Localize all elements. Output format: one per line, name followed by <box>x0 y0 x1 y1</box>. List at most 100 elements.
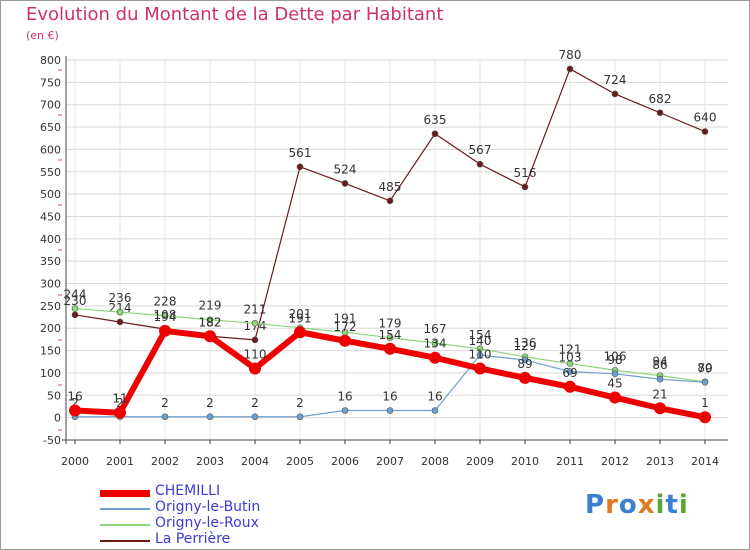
data-point-origny-le-roux <box>206 316 214 324</box>
data-point-origny-le-butin <box>386 407 394 414</box>
data-point-origny-le-butin <box>296 413 304 421</box>
data-label-chemilli: 110 <box>244 347 267 361</box>
data-label-chemilli: 154 <box>379 328 402 342</box>
data-label-origny-le-butin: 2 <box>251 396 259 410</box>
data-point-origny-le-butin <box>161 413 169 421</box>
logo-letter: o <box>618 490 638 520</box>
data-label-origny-le-butin: 103 <box>559 351 582 365</box>
y-tick-label: 250 <box>40 300 61 313</box>
data-label-origny-le-butin: 140 <box>469 334 492 348</box>
data-point-origny-le-roux <box>431 339 439 347</box>
data-point-origny-le-roux <box>161 312 169 320</box>
data-point-origny-le-butin <box>611 370 619 378</box>
x-tick-label: 2013 <box>646 455 674 468</box>
data-point-origny-le-butin <box>251 413 259 421</box>
data-point-chemilli <box>294 326 306 339</box>
data-label-la-perri-re: 230 <box>64 294 87 308</box>
x-tick-label: 2011 <box>556 455 584 468</box>
data-label-chemilli: 16 <box>67 389 82 403</box>
data-label-la-perri-re: 516 <box>514 166 537 180</box>
legend-label-la-perriere: La Perrière <box>155 531 231 547</box>
x-tick-label: 2001 <box>106 455 134 468</box>
x-tick-label: 2004 <box>241 455 269 468</box>
data-label-origny-le-butin: 2 <box>71 396 79 410</box>
y-tick-label: 300 <box>40 278 61 291</box>
y-tick-label: 100 <box>40 367 61 380</box>
data-label-la-perri-re: 561 <box>289 146 312 160</box>
legend-swatch-chemilli <box>100 489 150 497</box>
legend-swatch-la-perriere <box>100 540 150 542</box>
x-tick-label: 2008 <box>421 455 449 468</box>
y-tick-label: 400 <box>40 233 61 246</box>
data-label-la-perri-re: 524 <box>334 162 357 176</box>
x-tick-label: 2006 <box>331 455 359 468</box>
data-point-origny-le-butin <box>476 351 484 359</box>
legend-label-origny-le-butin: Origny-le-Butin <box>155 499 261 515</box>
data-label-chemilli: 134 <box>424 337 447 351</box>
logo-letter: P <box>585 490 606 520</box>
data-point-chemilli <box>699 411 711 424</box>
legend-item-la-perriere: La Perrière <box>100 531 360 549</box>
x-tick-label: 2003 <box>196 455 224 468</box>
data-label-la-perri-re: 635 <box>424 113 447 127</box>
data-label-origny-le-roux: 154 <box>469 328 492 342</box>
y-tick-label: -50 <box>43 434 61 447</box>
x-tick-label: 2007 <box>376 455 404 468</box>
data-label-la-perri-re: 567 <box>469 143 492 157</box>
data-point-chemilli <box>654 402 666 415</box>
data-label-origny-le-roux: 211 <box>244 302 267 316</box>
data-point-la-perri-re <box>566 65 574 73</box>
data-label-origny-le-roux: 106 <box>604 349 627 363</box>
chart-title: Evolution du Montant de la Dette par Hab… <box>26 4 444 25</box>
data-label-origny-le-butin: 2 <box>161 396 169 410</box>
data-point-la-perri-re <box>341 180 349 187</box>
data-point-origny-le-roux <box>566 360 574 367</box>
data-label-chemilli: 194 <box>154 310 177 324</box>
data-point-origny-le-butin <box>431 407 439 414</box>
data-point-la-perri-re <box>116 318 124 326</box>
data-point-la-perri-re <box>521 183 529 191</box>
legend-item-chemilli: CHEMILLI <box>100 483 360 501</box>
data-point-origny-le-butin <box>656 375 664 383</box>
data-point-la-perri-re <box>296 163 304 171</box>
data-label-la-perri-re: 640 <box>694 111 717 125</box>
data-label-origny-le-roux: 80 <box>697 361 712 375</box>
data-point-chemilli <box>564 380 576 393</box>
x-tick-label: 2002 <box>151 455 179 468</box>
data-label-chemilli: 172 <box>334 320 357 334</box>
logo-letter: i <box>678 490 689 520</box>
x-tick-label: 2005 <box>286 455 314 468</box>
data-point-origny-le-butin <box>566 368 574 375</box>
data-point-chemilli <box>519 371 531 384</box>
data-point-chemilli <box>114 406 126 419</box>
data-point-origny-le-roux <box>116 308 124 316</box>
y-tick-label: 500 <box>40 188 61 201</box>
data-label-origny-le-butin: 16 <box>337 389 352 403</box>
y-tick-label: 700 <box>40 99 61 112</box>
data-point-origny-le-butin <box>206 413 214 421</box>
data-label-origny-le-butin: 98 <box>607 353 622 367</box>
data-label-chemilli: 191 <box>289 311 312 325</box>
data-label-origny-le-roux: 94 <box>652 355 667 369</box>
y-tick-label: 150 <box>40 345 61 358</box>
unit-label: (en €) <box>26 29 59 42</box>
legend-label-origny-le-roux: Origny-le-Roux <box>155 515 259 531</box>
logo-letter: x <box>637 490 656 520</box>
data-label-chemilli: 21 <box>652 387 667 401</box>
data-label-origny-le-roux: 228 <box>154 295 177 309</box>
data-point-chemilli <box>384 342 396 355</box>
data-point-origny-le-roux <box>251 320 259 327</box>
data-point-chemilli <box>474 362 486 375</box>
proxiti-logo: Proxiti <box>585 490 689 520</box>
data-label-la-perri-re: 485 <box>379 180 402 194</box>
data-point-la-perri-re <box>656 109 664 117</box>
legend-swatch-origny-le-butin <box>100 508 150 510</box>
data-point-chemilli <box>429 351 441 364</box>
data-label-origny-le-roux: 179 <box>379 317 402 331</box>
data-point-origny-le-butin <box>521 356 529 364</box>
data-point-chemilli <box>339 334 351 347</box>
data-label-la-perri-re: 780 <box>559 48 582 62</box>
y-tick-label: 750 <box>40 76 61 89</box>
data-label-origny-le-butin: 2 <box>206 396 214 410</box>
x-tick-label: 2012 <box>601 455 629 468</box>
